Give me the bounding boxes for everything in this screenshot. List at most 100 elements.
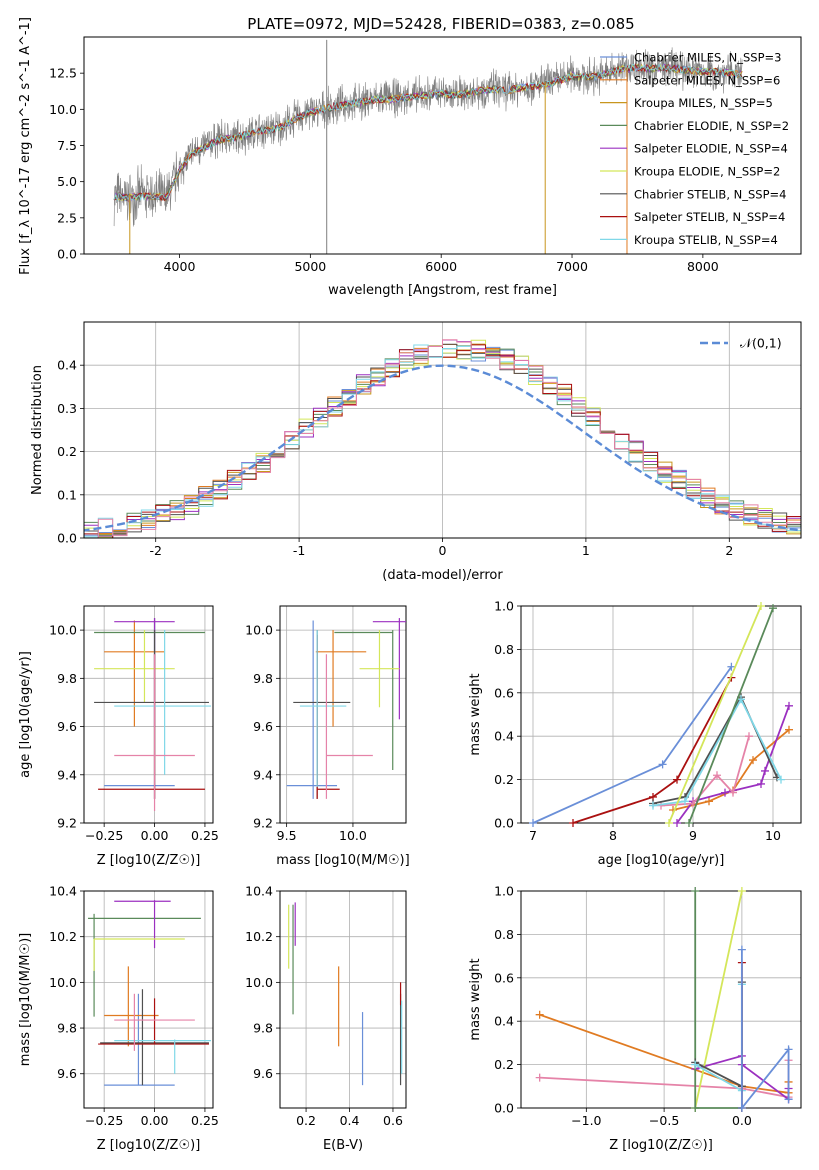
x-axis-label: Z [log10(Z/Z☉)] bbox=[609, 1138, 713, 1153]
y-tick-label: 9.2 bbox=[57, 816, 77, 831]
spectrum-area bbox=[113, 39, 743, 254]
plus-marker bbox=[769, 604, 777, 613]
series-line bbox=[572, 677, 733, 824]
legend-label: Kroupa MILES, N_SSP=5 bbox=[634, 96, 773, 110]
x-axis-label: wavelength [Angstrom, rest frame] bbox=[328, 283, 557, 298]
x-axis-label: Z [log10(Z/Z☉)] bbox=[97, 1138, 201, 1153]
y-tick-label: 9.8 bbox=[57, 1021, 77, 1036]
x-axis-label: E(B-V) bbox=[323, 1138, 363, 1153]
x-tick-label: 6000 bbox=[425, 259, 457, 274]
plus-marker bbox=[785, 725, 793, 734]
y-tick-label: 10.0 bbox=[245, 975, 273, 990]
residuals-panel: -2 -1 0 1 2 0.0 0.1 0.2 0.3 0.4 (data-model)/error… bbox=[30, 321, 802, 583]
plot-frame bbox=[83, 605, 214, 824]
line-area bbox=[535, 887, 793, 1112]
x-tick-label: 0.00 bbox=[141, 828, 169, 843]
x-axis-label: Z [log10(Z/Z☉)] bbox=[97, 853, 201, 868]
x-tick-label: −0.25 bbox=[85, 1113, 123, 1128]
x-tick-label: 9 bbox=[689, 828, 697, 843]
plus-marker bbox=[737, 1104, 746, 1112]
legend-label: 𝒩(0,1) bbox=[740, 336, 782, 351]
plot-frame bbox=[279, 605, 407, 824]
x-tick-label: −1.0 bbox=[571, 1113, 601, 1128]
y-tick-label: 0.3 bbox=[57, 401, 77, 416]
data-spectrum-line bbox=[113, 47, 743, 227]
plus-marker bbox=[529, 819, 537, 827]
x-tick-label: 0.00 bbox=[141, 1113, 169, 1128]
y-tick-label: 10.0 bbox=[245, 623, 273, 638]
x-tick-label: 2 bbox=[725, 543, 733, 558]
plus-marker bbox=[777, 775, 785, 784]
x-tick-label: 4000 bbox=[164, 259, 196, 274]
plus-marker bbox=[681, 797, 689, 806]
legend-label: Salpeter ELODIE, N_SSP=4 bbox=[634, 142, 788, 156]
y-tick-label: 10.4 bbox=[245, 884, 273, 899]
y-tick-label: 9.8 bbox=[253, 1021, 273, 1036]
errorbar-area bbox=[286, 618, 406, 799]
y-tick-label: 12.5 bbox=[49, 66, 77, 81]
mass-vs-ebv-panel: 0.2 0.4 0.6 9.6 9.8 10.0 10.2 10.4 E(B-V) bbox=[245, 884, 407, 1153]
plot-frame bbox=[83, 36, 802, 255]
y-tick-label: 0.8 bbox=[494, 642, 514, 657]
x-tick-label: 5000 bbox=[294, 259, 326, 274]
legend: Chabrier MILES, N_SSP=3 Salpeter MILES, N… bbox=[600, 51, 789, 247]
x-axis-label: (data-model)/error bbox=[382, 568, 503, 583]
y-tick-label: 1.0 bbox=[494, 884, 514, 899]
y-tick-label: 0.0 bbox=[57, 247, 77, 262]
x-tick-label: 0.6 bbox=[383, 1113, 403, 1128]
y-tick-label: 9.6 bbox=[253, 719, 273, 734]
plus-marker bbox=[705, 797, 713, 806]
line-area bbox=[529, 602, 793, 827]
plus-marker bbox=[689, 799, 697, 808]
plus-marker bbox=[757, 779, 765, 788]
legend-label: Salpeter STELIB, N_SSP=4 bbox=[634, 210, 785, 224]
plot-frame bbox=[520, 890, 802, 1109]
plus-marker bbox=[721, 788, 729, 797]
y-axis-label: mass weight bbox=[468, 958, 483, 1040]
plus-marker bbox=[784, 1045, 793, 1054]
x-tick-label: 0.4 bbox=[340, 1113, 360, 1128]
x-tick-label: -1 bbox=[293, 543, 305, 558]
y-tick-label: 2.5 bbox=[57, 210, 77, 225]
plus-marker bbox=[691, 1104, 700, 1112]
y-tick-label: 0.1 bbox=[57, 487, 77, 502]
y-tick-label: 0.4 bbox=[57, 358, 77, 373]
x-tick-label: 0.2 bbox=[296, 1113, 316, 1128]
mass-weight-vs-Z-panel: −1.0 −0.5 0.0 0.0 0.2 0.4 0.6 0.8 1.0 Z [log10(Z/… bbox=[468, 884, 802, 1153]
plus-marker bbox=[737, 695, 745, 704]
legend-label: Kroupa ELODIE, N_SSP=2 bbox=[634, 165, 780, 179]
x-tick-label: −0.25 bbox=[85, 828, 123, 843]
x-tick-label: 0.25 bbox=[191, 828, 219, 843]
series-line bbox=[688, 607, 774, 824]
plus-marker bbox=[761, 766, 769, 775]
errorbar-area bbox=[94, 618, 211, 811]
age-vs-Z-panel: −0.25 0.00 0.25 9.2 9.4 9.6 9.8 10.0 Z [log10(Z/… bbox=[18, 605, 219, 868]
series-line bbox=[652, 697, 782, 807]
plus-marker bbox=[729, 788, 737, 797]
plot-frame bbox=[83, 321, 802, 539]
plus-marker bbox=[673, 775, 681, 784]
plus-marker bbox=[727, 662, 736, 671]
x-tick-label: 10 bbox=[765, 828, 781, 843]
y-axis-label: Normed distribution bbox=[30, 365, 45, 495]
plot-frame bbox=[520, 605, 802, 824]
x-tick-label: 10.0 bbox=[339, 828, 367, 843]
x-tick-label: 1 bbox=[582, 543, 590, 558]
y-tick-label: 9.6 bbox=[57, 719, 77, 734]
plus-marker bbox=[713, 771, 721, 780]
plus-marker bbox=[737, 887, 746, 895]
y-tick-label: 0.0 bbox=[494, 816, 514, 831]
legend-label: Chabrier ELODIE, N_SSP=2 bbox=[634, 119, 789, 133]
plus-marker bbox=[757, 602, 765, 610]
plus-marker bbox=[569, 819, 577, 827]
x-axis-label: age [log10(age/yr)] bbox=[598, 853, 725, 868]
y-tick-label: 0.0 bbox=[57, 531, 77, 546]
x-tick-label: 0.25 bbox=[191, 1113, 219, 1128]
y-tick-label: 9.8 bbox=[57, 671, 77, 686]
x-tick-label: 8 bbox=[609, 828, 617, 843]
y-tick-label: 0.4 bbox=[494, 729, 514, 744]
y-tick-label: 10.0 bbox=[49, 975, 77, 990]
plus-marker bbox=[535, 1073, 544, 1082]
figure-title: PLATE=0972, MJD=52428, FIBERID=0383, z=0… bbox=[247, 15, 634, 33]
y-tick-label: 0.6 bbox=[494, 685, 514, 700]
